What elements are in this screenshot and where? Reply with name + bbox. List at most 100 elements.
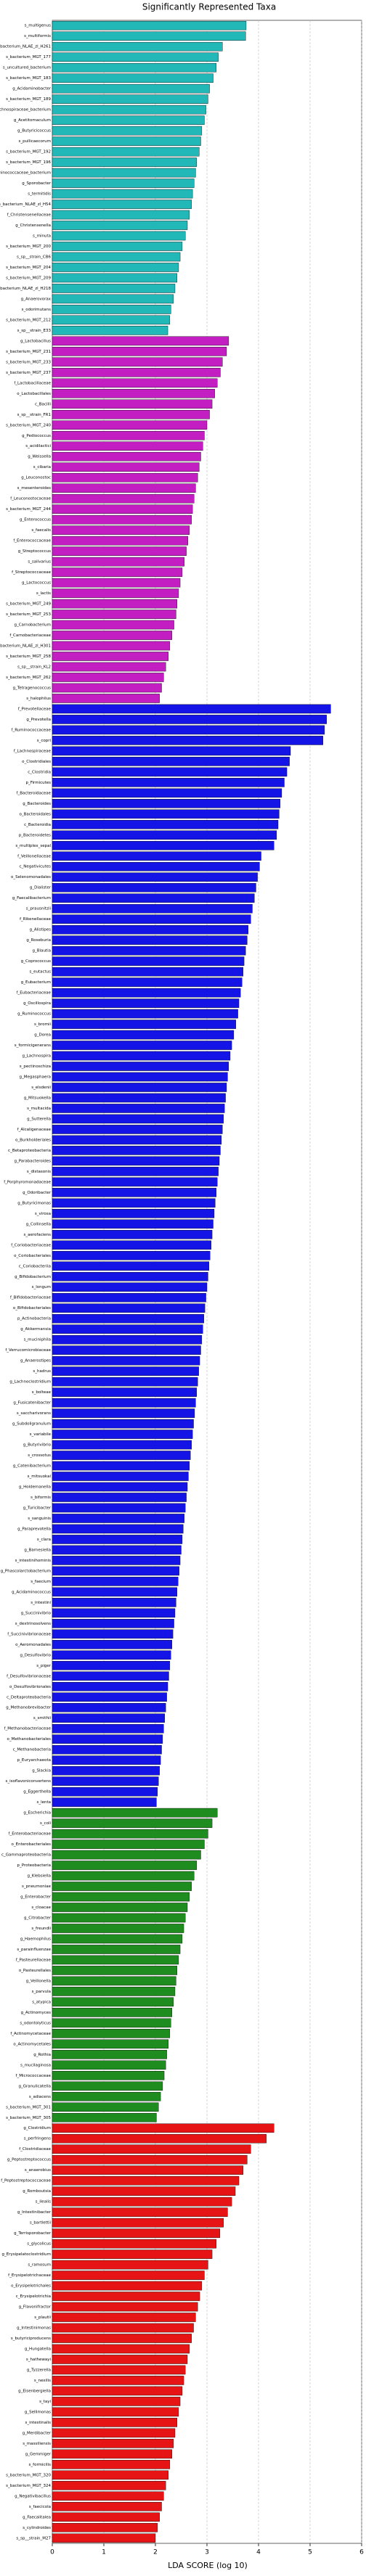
category-label: s_sp__strain_E33 [17, 329, 52, 333]
bar [52, 2228, 220, 2238]
category-label: g_Turicibacter [23, 1506, 52, 1510]
bar [52, 200, 192, 209]
bar [52, 830, 277, 840]
category-label: o_Methanobacteriales [7, 1737, 52, 1742]
bar [52, 1472, 189, 1481]
category-label: s_piger [36, 1664, 52, 1668]
bar [52, 652, 168, 661]
bar [52, 2376, 184, 2385]
bar [52, 347, 227, 356]
bar [52, 430, 205, 440]
bar [52, 1987, 176, 1996]
category-label: g_Enterobacter [20, 1895, 52, 1900]
category-label: s_copri [37, 739, 52, 743]
bar [52, 673, 164, 682]
bar [52, 1020, 236, 1029]
bar [52, 525, 190, 535]
category-label: o_Burkholderiales [15, 1138, 51, 1142]
category-label: g_Merdibacter [23, 2431, 52, 2435]
bar [52, 2207, 228, 2217]
category-label: s_elsdenii [31, 1086, 51, 1090]
x-tick-label: 1 [102, 2549, 106, 2556]
bar [52, 1524, 184, 1534]
category-label: g_Leuconostoc [21, 476, 51, 480]
bar [52, 2091, 161, 2101]
category-label: f_Enterococcaceae [13, 539, 51, 543]
bar [52, 1535, 183, 1544]
category-label: s_pectinoschiza [20, 1065, 51, 1069]
category-label: s_bacterium_MGT_237 [6, 371, 51, 375]
bar [52, 2428, 176, 2438]
bar [52, 641, 171, 651]
category-label: g_Pediococcus [22, 434, 51, 438]
bar [52, 1566, 179, 1576]
category-label: s_minuta [33, 234, 51, 238]
bar [52, 1440, 192, 1450]
category-label: s_bacterium_MGT_212 [6, 318, 51, 322]
bar [52, 2313, 196, 2322]
bar [52, 1271, 208, 1281]
category-label: g_Streptococcus [18, 549, 51, 554]
bar [52, 179, 195, 188]
category-label: g_Fusicatenibacter [13, 1401, 51, 1406]
category-label: o_Pasteurellales [19, 1969, 51, 1973]
category-label: g_Paraprevotella [17, 1527, 51, 1531]
category-label: g_Acetitomaculum [14, 118, 51, 123]
category-label: g_Clostridium [23, 2126, 51, 2130]
category-label: p_Bacteroidetes [19, 833, 51, 837]
category-label: g_Intestinimonas [17, 2326, 51, 2331]
category-label: g_Blautia [33, 949, 51, 953]
category-label: p_Proteobacteria [17, 1863, 51, 1868]
bar [52, 273, 178, 283]
category-label: s_formicigenerans [15, 1043, 51, 1048]
bar [52, 2491, 164, 2501]
category-label: g_Prevotella [26, 718, 51, 722]
bar [52, 2439, 174, 2448]
category-label: s_glycolicus [27, 2242, 51, 2247]
bar [52, 1892, 190, 1902]
category-label: g_Ruminococcus [17, 1012, 51, 1017]
bar [52, 1734, 163, 1744]
bar [52, 1723, 164, 1734]
bar [52, 2407, 179, 2417]
bar [52, 326, 168, 335]
x-tick-label: 4 [256, 2549, 261, 2556]
bar [52, 2449, 172, 2459]
bar [52, 52, 219, 62]
bar [52, 1482, 188, 1492]
bar [52, 104, 206, 115]
category-label: s_saccharivorans [17, 1411, 51, 1416]
bar [52, 1503, 186, 1513]
bar [52, 2071, 165, 2080]
bar [52, 2323, 194, 2333]
bar [52, 1640, 172, 1649]
category-label: s_bacterium_MGT_324 [6, 2484, 51, 2488]
category-label: s_cibaria [33, 465, 51, 469]
bar [52, 2133, 267, 2144]
category-label: g_Weissella [28, 455, 51, 459]
bar [52, 1681, 168, 1691]
bar [52, 1072, 228, 1082]
category-label: s_virosa [35, 1212, 51, 1216]
category-label: f_Carnobacteriaceae [9, 633, 51, 638]
bar [52, 1577, 179, 1586]
bar [52, 1240, 211, 1250]
category-label: g_Eggerthella [23, 1790, 51, 1794]
bar [52, 1230, 213, 1239]
bar [52, 967, 243, 977]
category-label: g_Romboutsia [23, 2189, 51, 2194]
bar [52, 147, 200, 157]
category-label: s_bacterium_MGT_301 [6, 2105, 51, 2109]
category-label: s_butyriciproducens [11, 2337, 51, 2341]
category-label: s_multiplex_sepal [15, 844, 51, 848]
category-label: f_Lachnospiraceae [14, 749, 52, 753]
bar [52, 1829, 208, 1839]
x-tick-label: 2 [153, 2549, 158, 2556]
bar [52, 1629, 174, 1639]
category-label: s_prausnitzii [26, 907, 52, 911]
category-label: s_bacterium_MGT_192 [6, 150, 51, 155]
bar [52, 1545, 182, 1555]
category-label: g_Holdemanella [19, 1485, 51, 1490]
bar [52, 514, 192, 525]
bar [52, 767, 288, 777]
